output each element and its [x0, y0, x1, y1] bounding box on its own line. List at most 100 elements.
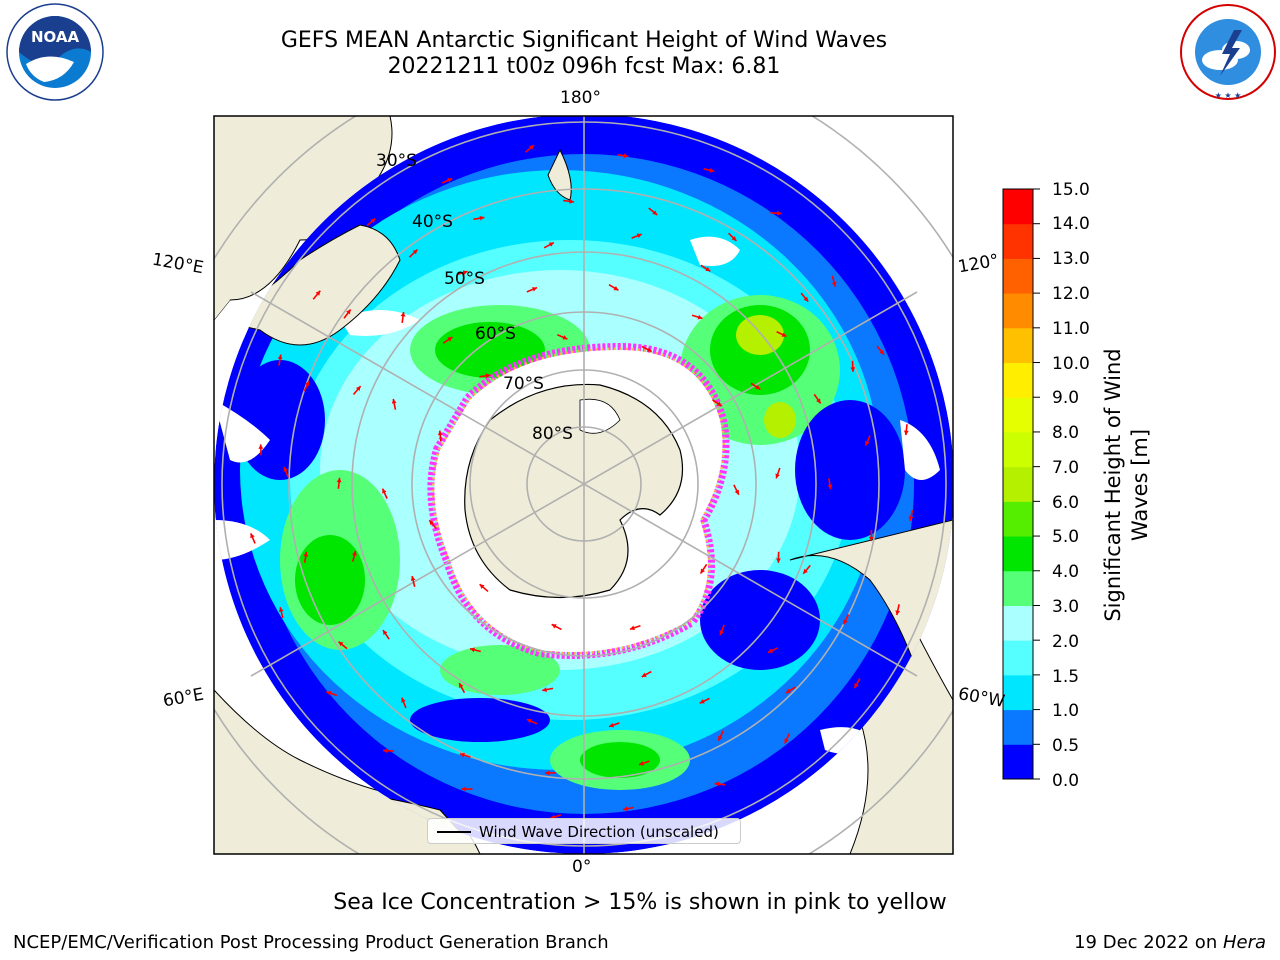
graticule [214, 116, 953, 854]
wave-direction-arrowhead [479, 215, 485, 221]
lon-label-180: 180° [560, 88, 601, 108]
colorbar-band [1003, 189, 1033, 225]
wave-direction-arrowhead [700, 568, 705, 574]
lat-label-60s: 60°S [475, 324, 516, 344]
svg-text:★ ★ ★: ★ ★ ★ [1215, 91, 1242, 100]
colorbar-tick: 4.0 [1052, 562, 1080, 582]
wave-direction-arrowhead [831, 281, 837, 287]
wave-direction-arrowhead [470, 647, 475, 653]
footer-date: 19 Dec 2022 on Hera [1074, 932, 1266, 953]
map-subtitle: 20221211 t00z 096h fcst Max: 6.81 [387, 54, 781, 79]
wave-direction-arrowhead [437, 430, 443, 436]
footer-date-text: 19 Dec 2022 on [1074, 932, 1223, 953]
wave-direction-arrowhead [755, 384, 761, 390]
wave-direction-arrowhead [461, 786, 466, 792]
colorbar-band [1003, 744, 1033, 780]
colorbar-tick: 11.0 [1052, 319, 1090, 339]
colorbar-band [1003, 570, 1033, 606]
colorbar-tick: 5.0 [1052, 527, 1080, 547]
wave-direction-arrowhead [775, 473, 780, 479]
wave-direction-arrowhead [400, 311, 406, 317]
wave-direction-arrowhead [636, 233, 642, 238]
wave-direction-arrowhead [719, 630, 724, 636]
wave-direction-arrowhead [785, 688, 791, 693]
wave-direction-arrowhead [346, 309, 351, 315]
colorbar-band [1003, 709, 1033, 745]
noaa-logo-text: NOAA [31, 28, 80, 46]
wave-direction-arrowhead [459, 683, 464, 689]
wave-direction-arrowhead [447, 337, 453, 342]
colorbar-tick: 9.0 [1052, 388, 1080, 408]
lat-label-70s: 70°S [503, 374, 544, 394]
wave-direction-arrowhead [326, 691, 332, 696]
wave-direction-arrowhead [304, 381, 310, 387]
map-title: GEFS MEAN Antarctic Significant Height o… [280, 28, 888, 53]
colorbar [1003, 188, 1040, 780]
wave-direction-arrowhead [843, 619, 848, 625]
wave-direction-arrowhead [410, 576, 416, 581]
wave-direction-arrowhead [827, 484, 833, 490]
legend-line-swatch [437, 831, 471, 833]
wave-direction-arrowhead [258, 444, 264, 449]
wave-direction-arrowhead [639, 761, 645, 766]
wave-direction-arrowhead [803, 296, 809, 302]
wave-direction-arrowhead [816, 398, 821, 404]
wave-direction-arrowhead [391, 398, 397, 404]
colorbar-band [1003, 466, 1033, 502]
wave-direction-arrowhead [532, 287, 537, 292]
wave-direction-arrowhead [776, 558, 781, 563]
colorbar-tick: 1.5 [1052, 667, 1080, 687]
wave-direction-arrowhead [382, 488, 387, 494]
wave-direction-arrowhead [629, 625, 635, 631]
colorbar-band [1003, 605, 1033, 641]
wave-direction-arrowhead [784, 738, 789, 744]
wave-direction-arrowhead [652, 210, 658, 215]
wave-direction-arrowhead [529, 145, 534, 150]
colorbar-band [1003, 674, 1033, 711]
wave-direction-arrowhead [697, 314, 703, 320]
colorbar-band [1003, 258, 1033, 294]
colorbar-tick: 0.0 [1052, 771, 1080, 791]
footer-branch: NCEP/EMC/Verification Post Processing Pr… [13, 932, 609, 953]
colorbar-band [1003, 327, 1033, 364]
wave-direction-arrowhead [734, 489, 739, 495]
antarctica [464, 383, 684, 599]
wave-direction-arrowhead [609, 722, 615, 728]
wave-direction-arrowhead [569, 199, 575, 204]
colorbar-tick: 12.0 [1052, 284, 1090, 304]
colorbar-tick: 6.0 [1052, 493, 1080, 513]
wave-direction-arrowhead [250, 533, 255, 539]
colorbar-tick: 3.0 [1052, 597, 1080, 617]
wave-direction-arrowhead [551, 624, 557, 629]
wave-direction-arrowhead [803, 568, 808, 574]
wave-direction-arrowhead [548, 242, 554, 247]
nws-logo: ★ ★ ★ [1180, 4, 1276, 100]
wave-direction-arrowhead [383, 748, 388, 754]
colorbar-tick: 1.0 [1052, 701, 1080, 721]
map-frame [213, 115, 954, 855]
wave-direction-arrowhead [776, 210, 782, 216]
wave-direction-arrowhead [447, 178, 453, 183]
wave-direction-arrowhead [868, 536, 874, 542]
wave-direction-arrowhead [526, 718, 532, 724]
wave-direction-arrowhead [303, 551, 309, 557]
wave-direction-arrowhead [699, 699, 705, 704]
legend-label: Wind Wave Direction (unscaled) [479, 823, 719, 841]
wave-direction-arrowhead [283, 466, 288, 472]
wave-direction-arrowhead [355, 386, 361, 392]
colorbar-tick: 13.0 [1052, 249, 1090, 269]
wave-direction-arrowhead [641, 672, 647, 677]
wave-direction-arrowhead [352, 550, 357, 556]
wave-direction-arrowhead [315, 290, 321, 296]
wave-direction-arrowhead [623, 153, 629, 159]
wave-direction-arrowhead [336, 477, 342, 483]
wave-direction-arrowhead [908, 516, 914, 521]
wave-direction-arrowhead [718, 735, 723, 741]
wave-direction-arrowhead [714, 781, 720, 787]
colorbar-tick: 8.0 [1052, 423, 1080, 443]
wave-direction-arrowhead [462, 270, 468, 275]
lon-label-0: 0° [572, 857, 592, 877]
wave-direction-arrowhead [479, 584, 485, 589]
wind-wave-arrows [249, 144, 914, 820]
